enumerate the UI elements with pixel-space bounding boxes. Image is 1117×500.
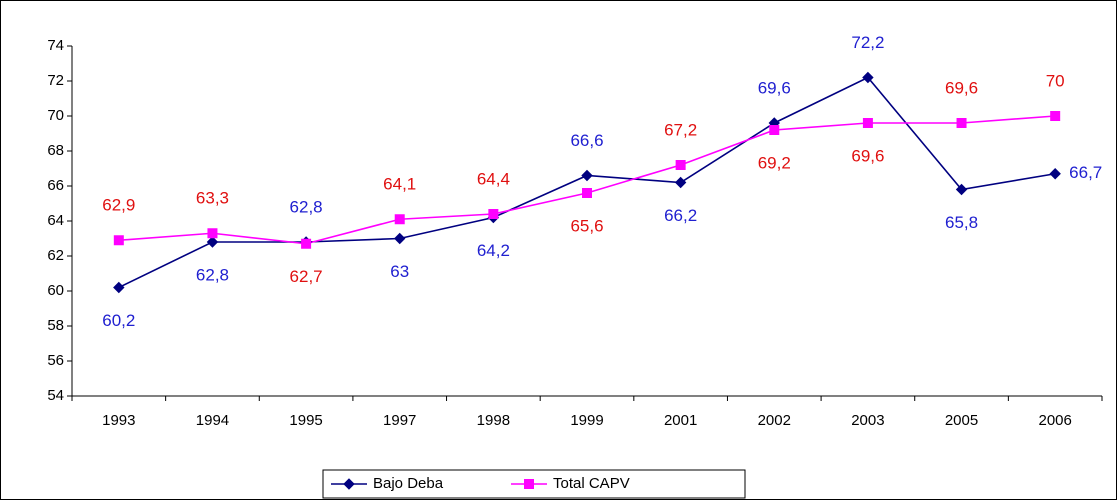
data-point — [582, 188, 592, 198]
data-label: 69,6 — [851, 146, 884, 165]
data-label: 60,2 — [102, 311, 135, 330]
y-tick-label: 58 — [47, 317, 64, 334]
legend-label: Total CAPV — [553, 475, 630, 492]
data-label: 65,6 — [570, 216, 603, 235]
data-label: 62,8 — [196, 265, 229, 284]
data-label: 66,6 — [570, 131, 603, 150]
data-label: 66,2 — [664, 206, 697, 225]
y-tick-label: 56 — [47, 352, 64, 369]
y-tick-label: 60 — [47, 282, 64, 299]
x-tick-label: 2006 — [1038, 412, 1071, 429]
x-tick-label: 2002 — [758, 412, 791, 429]
data-label: 64,1 — [383, 175, 416, 194]
data-point — [113, 235, 124, 246]
data-label: 70 — [1046, 71, 1065, 90]
x-tick-label: 1993 — [102, 412, 135, 429]
data-point — [207, 228, 218, 239]
data-point — [862, 71, 874, 84]
data-point — [675, 160, 686, 170]
x-tick-label: 2005 — [945, 412, 978, 429]
legend-marker — [524, 479, 534, 489]
y-tick-label: 62 — [47, 247, 64, 264]
data-label: 65,8 — [945, 213, 978, 232]
legend-marker — [343, 478, 355, 490]
data-label: 72,2 — [851, 33, 884, 52]
data-label: 64,2 — [477, 241, 510, 260]
data-label: 62,9 — [102, 196, 135, 215]
x-tick-label: 2003 — [851, 412, 884, 429]
x-tick-label: 1998 — [477, 412, 510, 429]
data-point — [581, 169, 593, 182]
x-tick-label: 2001 — [664, 412, 697, 429]
data-point — [206, 236, 219, 248]
data-point — [956, 118, 967, 128]
data-label: 62,7 — [290, 267, 323, 286]
data-label: 63,3 — [196, 189, 229, 208]
data-label: 69,6 — [758, 78, 791, 97]
y-tick-label: 72 — [47, 72, 64, 89]
y-tick-label: 70 — [47, 107, 64, 124]
data-point — [674, 176, 687, 189]
data-point — [769, 125, 780, 135]
y-tick-label: 66 — [47, 177, 64, 194]
data-point — [113, 281, 125, 294]
data-label: 64,4 — [477, 169, 510, 188]
y-tick-label: 68 — [47, 142, 64, 159]
x-tick-label: 1995 — [289, 412, 322, 429]
data-point — [955, 183, 968, 196]
data-point — [1050, 111, 1061, 121]
data-point — [301, 238, 312, 249]
data-label: 67,2 — [664, 120, 697, 139]
data-point — [1049, 168, 1061, 180]
data-label: 69,6 — [945, 78, 978, 97]
y-tick-label: 54 — [47, 387, 64, 404]
data-point — [862, 118, 873, 128]
data-label: 63 — [390, 262, 409, 281]
x-tick-label: 1999 — [570, 412, 603, 429]
data-point — [394, 232, 406, 245]
data-label: 66,7 — [1069, 163, 1102, 182]
legend-label: Bajo Deba — [373, 475, 444, 492]
data-point — [488, 209, 499, 219]
y-tick-label: 74 — [47, 37, 64, 54]
x-tick-label: 1997 — [383, 412, 416, 429]
data-point — [394, 214, 405, 225]
x-tick-label: 1994 — [196, 412, 229, 429]
y-tick-label: 64 — [47, 212, 64, 229]
data-label: 69,2 — [758, 153, 791, 172]
data-label: 62,8 — [290, 197, 323, 216]
